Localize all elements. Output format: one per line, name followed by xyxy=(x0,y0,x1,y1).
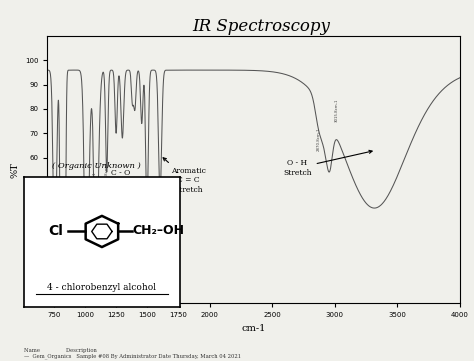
X-axis label: cm-1: cm-1 xyxy=(241,324,266,333)
Text: 1080.8cm-1: 1080.8cm-1 xyxy=(92,171,97,195)
Text: Aromatic
C = C
Stretch: Aromatic C = C Stretch xyxy=(163,158,206,193)
Text: IR Spectroscopy: IR Spectroscopy xyxy=(192,18,329,35)
Y-axis label: %T: %T xyxy=(10,162,19,178)
Text: CH₂–OH: CH₂–OH xyxy=(133,224,185,237)
Text: 1495.8cm-1: 1495.8cm-1 xyxy=(145,196,149,219)
Text: Benzene
OOP
bend: Benzene OOP bend xyxy=(56,221,90,280)
Text: Cl: Cl xyxy=(48,225,64,239)
Text: 2870.8cm-1: 2870.8cm-1 xyxy=(317,128,320,151)
Text: O - H
Stretch: O - H Stretch xyxy=(283,150,372,177)
Text: 820.8cm-1: 820.8cm-1 xyxy=(60,281,64,302)
Text: 1018.8cm-1: 1018.8cm-1 xyxy=(85,181,89,205)
Text: 1175.8cm-1: 1175.8cm-1 xyxy=(105,162,109,185)
Text: 3015.8cm-1: 3015.8cm-1 xyxy=(335,99,339,122)
Text: Name                Description
—  Gem_Organics   Sample #08 By Administrator Da: Name Description — Gem_Organics Sample #… xyxy=(24,348,241,359)
Text: 4 - chlorobenzyl alcohol: 4 - chlorobenzyl alcohol xyxy=(47,283,156,292)
Text: C - O
Stretch: C - O Stretch xyxy=(91,169,135,186)
Text: 1603.8cm-1: 1603.8cm-1 xyxy=(158,181,162,205)
Text: ( Organic Unknown ): ( Organic Unknown ) xyxy=(52,162,141,170)
